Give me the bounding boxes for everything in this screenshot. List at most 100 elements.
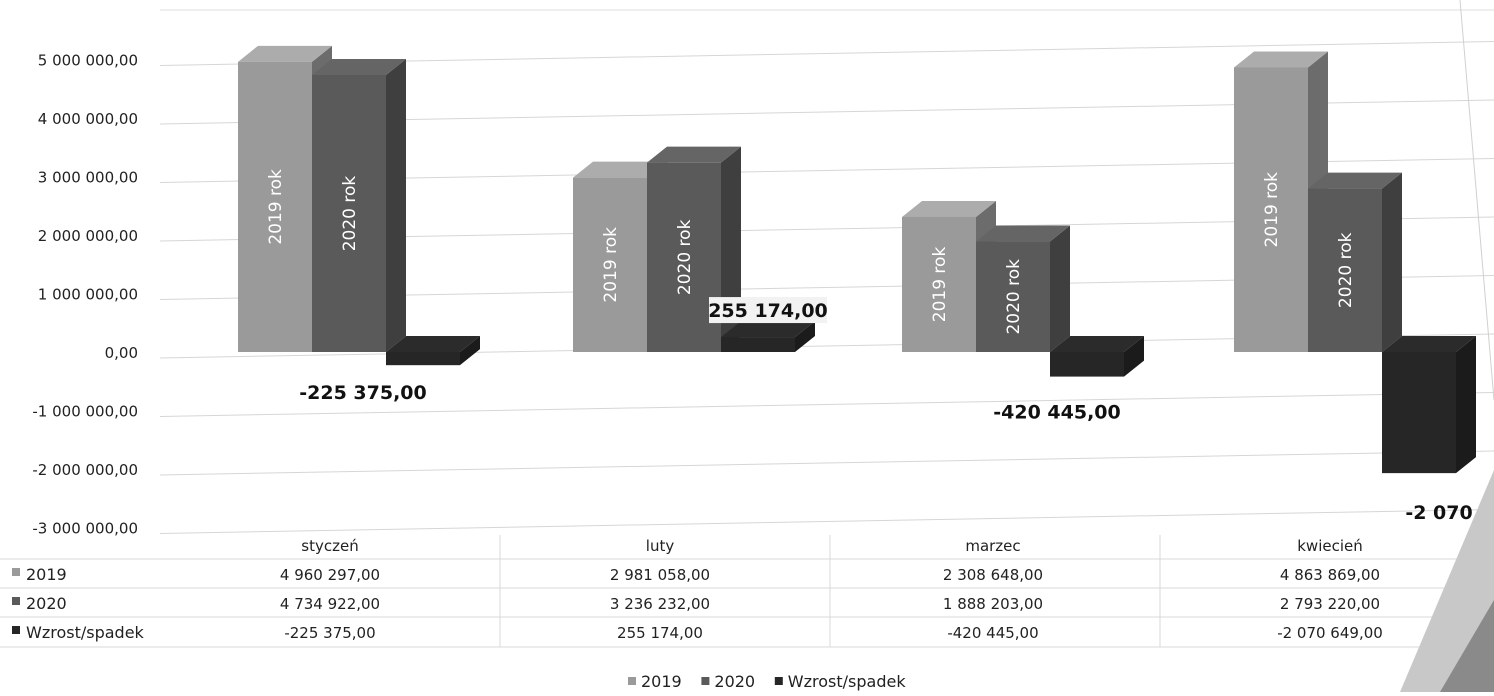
legend: 2019 2020 Wzrost/spadek [628,672,906,691]
bar-side [1382,172,1402,352]
bar-top [1050,336,1144,352]
bar-front [647,162,721,352]
bar-side [1124,336,1144,377]
bar-wzrost-spadek-2 [1050,336,1144,377]
bar-front [312,75,386,352]
bar-series-label: 2020 rok [1336,232,1356,308]
bar-top [1382,336,1476,352]
table-row-header: 2020 [26,594,67,613]
bar-series-label: 2020 rok [1004,259,1024,335]
data-label: -420 445,00 [993,402,1120,424]
bar-front [1308,188,1382,352]
bar-top [1234,51,1328,68]
bar-front [721,337,795,352]
table-cell: 1 888 203,00 [943,595,1043,613]
data-table: styczeń luty marzec kwiecień 2019 4 960 297,0… [0,535,1494,648]
bar-wzrost-spadek-0 [386,336,480,366]
table-cell: -420 445,00 [947,624,1038,642]
legend-label: 2020 [714,672,755,691]
y-tick-label: 0,00 [105,344,138,362]
bar-series-label: 2020 rok [340,176,360,252]
bar-wzrost-spadek-3 [1382,336,1476,474]
bar-series-label: 2019 rok [1262,172,1282,248]
bar-top [573,161,667,178]
table-cell: 4 863 869,00 [1280,566,1380,584]
bar-series-label: 2020 rok [675,219,695,295]
data-label: -2 070 649,00 [1405,502,1494,524]
table-cell: 3 236 232,00 [610,595,710,613]
table-cell: 4 960 297,00 [280,566,380,584]
corner-shape [1400,470,1494,692]
table-row-header: Wzrost/spadek [26,623,145,642]
y-tick-label: -1 000 000,00 [32,403,138,421]
gridline [159,450,1494,476]
bar-2020-2: 2020 rok [976,225,1070,352]
table-cell: 2 793 220,00 [1280,595,1380,613]
table-cell: 4 734 922,00 [280,595,380,613]
bar-wzrost-spadek-1 [721,321,815,352]
table-category-label: luty [646,537,675,555]
bar-side [1050,225,1070,352]
bar-top [976,225,1070,242]
corner-decoration [1400,0,1494,692]
bar-side [795,321,815,352]
bar-front [1234,67,1308,353]
y-tick-label: 4 000 000,00 [38,110,138,128]
legend-swatch [628,677,636,685]
gridline [159,509,1494,534]
y-tick-label: 3 000 000,00 [38,169,138,187]
bar-top [238,45,332,62]
table-category-label: styczeń [301,537,358,555]
bar-top [1308,172,1402,189]
table-legend-key [12,597,20,605]
table-legend-key [12,626,20,634]
table-cell: -225 375,00 [284,624,375,642]
y-axis: 5 000 000,00 4 000 000,00 3 000 000,00 2 00… [32,52,138,538]
table-cell: 2 981 058,00 [610,566,710,584]
y-tick-label: -3 000 000,00 [32,520,138,538]
table-cell: 255 174,00 [617,624,703,642]
y-tick-label: -2 000 000,00 [32,461,138,479]
table-legend-key [12,568,20,576]
bar-side [1456,336,1476,474]
y-tick-label: 2 000 000,00 [38,227,138,245]
corner-shape [1440,600,1494,692]
data-label: 255 174,00 [708,300,828,322]
table-row-header: 2019 [26,565,67,584]
bar-front [386,352,460,366]
gridline [159,392,1494,417]
bar-front [238,61,312,352]
data-label: -225 375,00 [299,382,426,404]
bar-top [902,200,996,217]
legend-swatch [774,677,783,685]
bar-2020-3: 2020 rok [1308,172,1402,352]
table-cell: 2 308 648,00 [943,566,1043,584]
y-tick-label: 1 000 000,00 [38,286,138,304]
bar-2020-0: 2020 rok [312,59,406,352]
bar-series-label: 2019 rok [930,247,950,323]
data-label-bg [709,297,827,324]
bar-top [312,59,406,76]
bar-series-label: 2019 rok [266,169,286,245]
corner-line [1459,0,1494,401]
table-cell: -2 070 649,00 [1277,624,1383,642]
bar-front [573,177,647,352]
bar-front [976,241,1050,352]
bar-front [1050,352,1124,377]
bar-2019-1: 2019 rok [573,161,667,352]
table-category-label: kwiecień [1297,537,1363,555]
bar-top [647,146,741,163]
bar-front [1382,352,1456,474]
data-labels: -225 375,00 255 174,00 -420 445,00 -2 070 6… [299,297,1494,524]
bar-series-label: 2019 rok [601,227,621,303]
y-tick-label: 5 000 000,00 [38,52,138,70]
legend-label: 2019 [641,672,682,691]
legend-label: Wzrost/spadek [788,672,907,691]
bar-side [386,59,406,352]
bars: 2019 rok 2020 rok 2019 rok 2020 rok 2019 rok… [238,45,1476,474]
bar-top [386,336,480,352]
legend-swatch [701,677,710,685]
bar-top [721,321,815,338]
